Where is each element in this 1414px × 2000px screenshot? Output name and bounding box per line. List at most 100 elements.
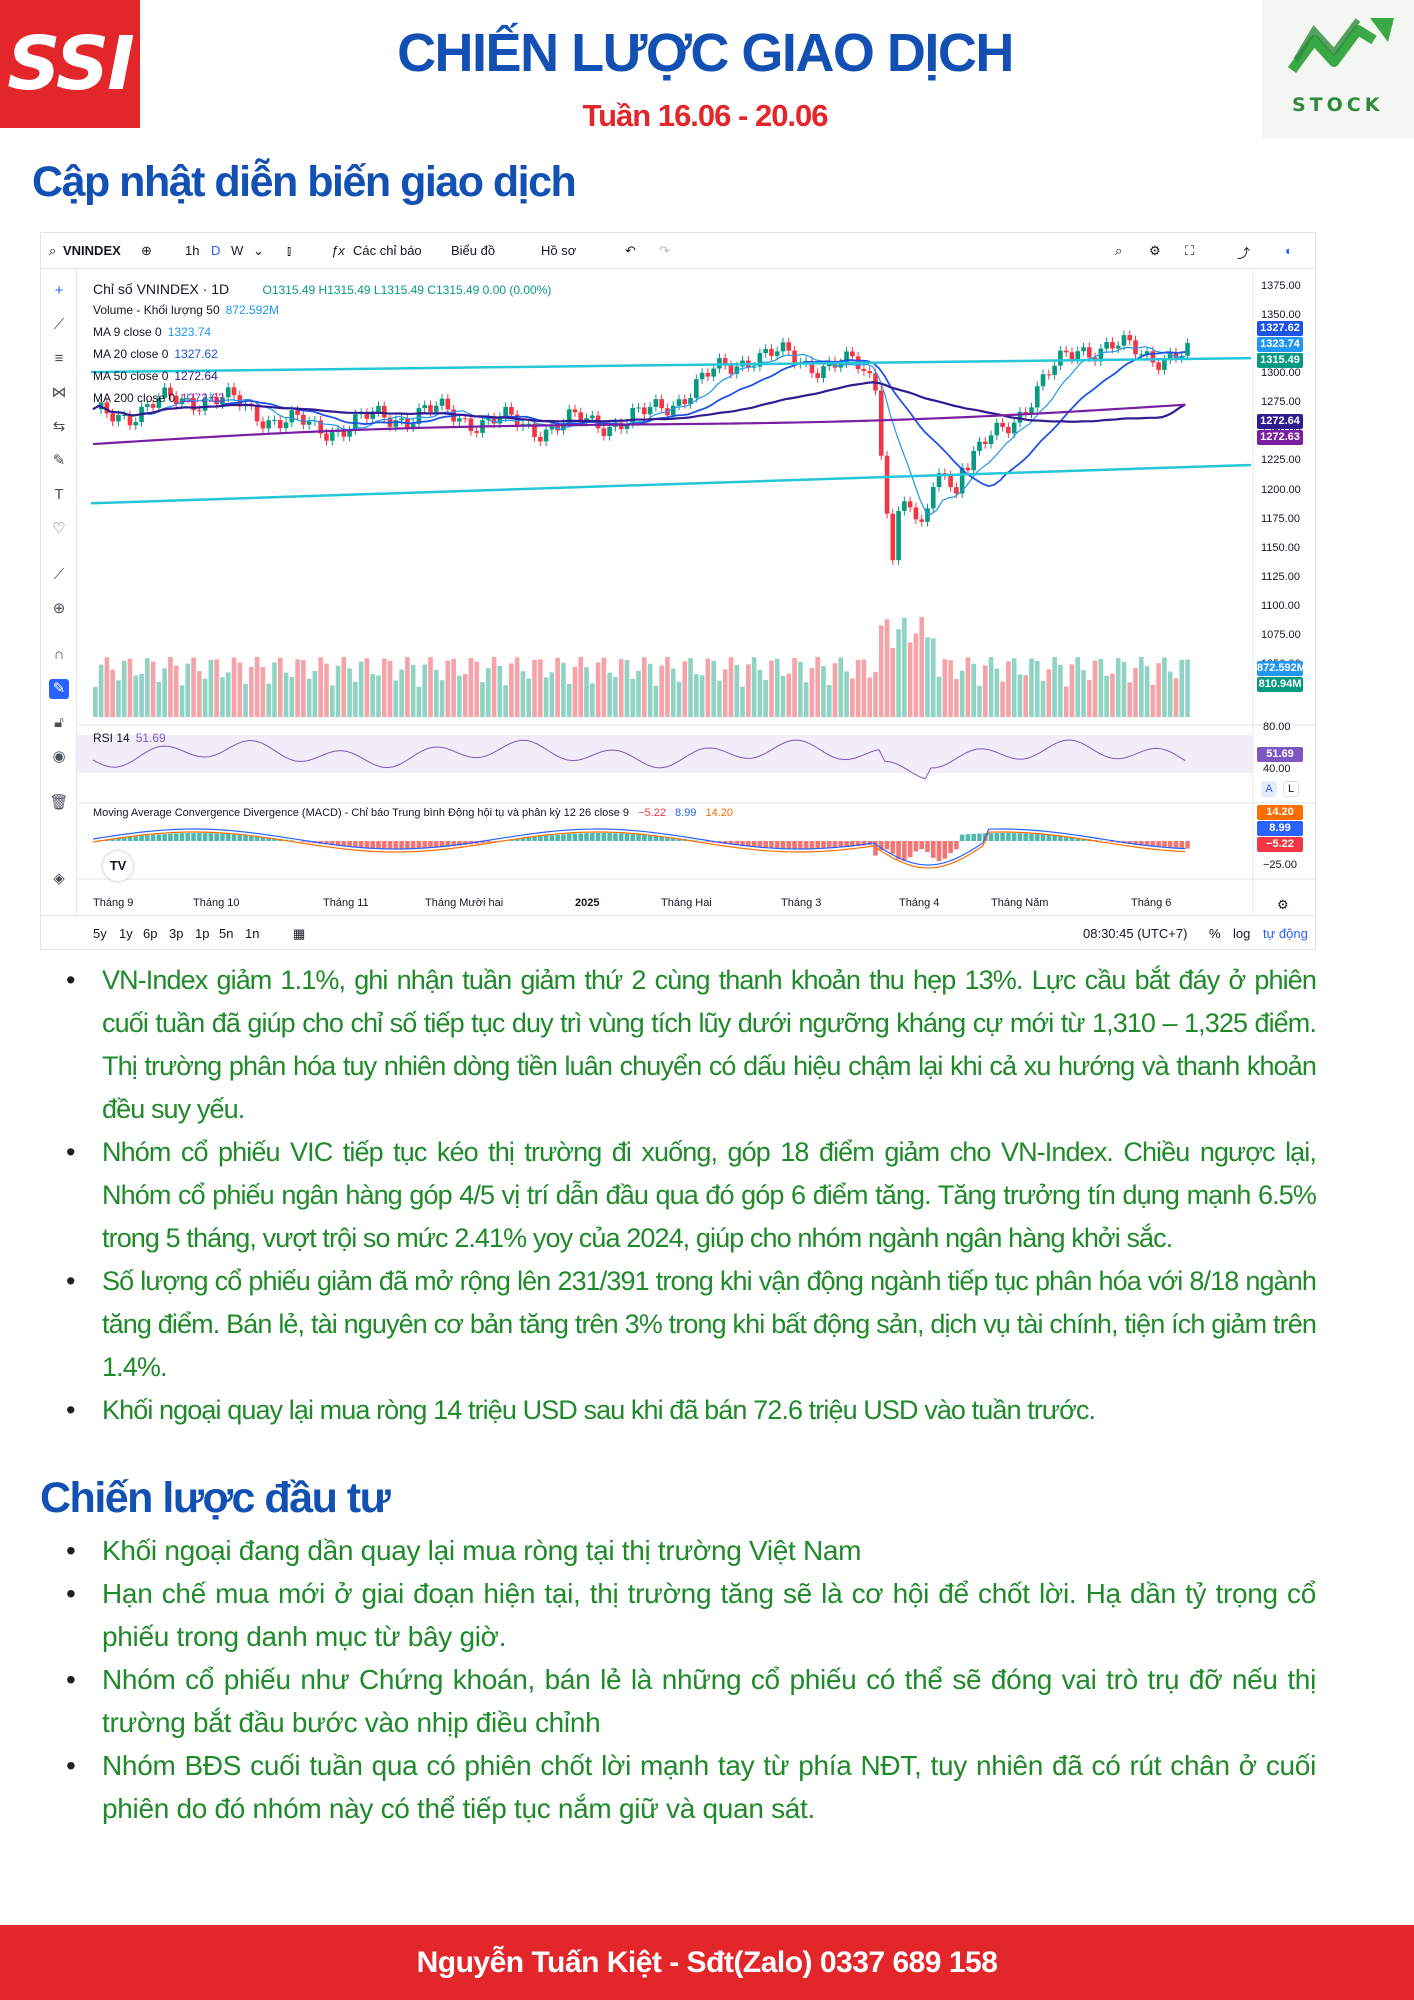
macd-hist-bar <box>283 839 289 841</box>
legend-ma200: MA 200 close 0 1272.63 <box>93 391 225 405</box>
trash-icon[interactable]: 🗑︎ <box>49 794 69 811</box>
share-icon[interactable]: ⤴ <box>1237 246 1251 261</box>
log-scale-l[interactable]: L <box>1283 781 1299 797</box>
symbol-search[interactable]: VNINDEX <box>63 243 121 258</box>
candle-type-icon[interactable]: ⫾ <box>287 243 292 258</box>
macd-hist-bar <box>722 841 728 845</box>
candle <box>867 371 873 374</box>
candle <box>474 431 480 433</box>
month-tick-label: Tháng Hai <box>661 897 712 909</box>
month-tick-label: Tháng 4 <box>899 897 940 909</box>
timeframe-d[interactable]: D <box>211 243 221 258</box>
macd-hist-bar <box>566 833 572 841</box>
macd-hist-bar <box>838 841 844 848</box>
macd-hist-bar <box>416 841 422 849</box>
candle <box>410 423 416 428</box>
measure-icon[interactable]: ⇆ <box>52 418 66 435</box>
range-1y[interactable]: 1y <box>119 926 133 941</box>
candle <box>659 399 664 409</box>
macd-hist-bar <box>1075 837 1081 841</box>
candle <box>1167 352 1173 360</box>
candle <box>595 415 601 429</box>
candle <box>1115 345 1121 349</box>
candle <box>636 407 641 409</box>
macd-hist-bar <box>1115 841 1121 843</box>
ma200-line <box>92 403 1186 446</box>
volume-bar <box>792 658 797 717</box>
legend-volume: Volume - Khối lượng 50 872.592M <box>93 303 280 317</box>
range-1p[interactable]: 1p <box>195 926 210 941</box>
volume-bar <box>306 678 312 717</box>
macd-hist-bar <box>433 841 439 848</box>
trend-line-icon[interactable]: ⟋ <box>53 316 65 333</box>
range-6p[interactable]: 6p <box>143 926 158 941</box>
macd-hist-bar <box>110 838 115 841</box>
gear-icon[interactable]: ⚙ <box>1149 243 1161 258</box>
zoom-icon[interactable]: ⊕ <box>52 600 66 617</box>
volume-bar <box>318 657 324 717</box>
volume-bar <box>1162 657 1167 717</box>
indicators-button[interactable]: Các chỉ báo <box>353 243 422 258</box>
month-tick-label: Tháng 11 <box>323 897 369 909</box>
heart-icon[interactable]: ♡ <box>52 520 66 537</box>
calendar-icon[interactable]: ▦ <box>293 926 306 941</box>
macd-hist-bar <box>1162 841 1167 848</box>
redo-icon[interactable]: ↷ <box>659 243 670 258</box>
volume-bar <box>676 681 682 717</box>
macd-hist-bar <box>1029 833 1034 841</box>
candle <box>439 398 445 406</box>
clock-time[interactable]: 08:30:45 (UTC+7) <box>1083 926 1188 941</box>
text-icon[interactable]: T <box>54 486 64 503</box>
volume-bar <box>665 657 670 717</box>
volume-bar <box>670 668 676 717</box>
fib-icon[interactable]: ≡ <box>54 350 64 367</box>
range-5n[interactable]: 5n <box>219 926 234 941</box>
brush-icon[interactable]: ✎ <box>52 452 66 469</box>
chart-button[interactable]: Biểu đồ <box>451 243 496 258</box>
undo-icon[interactable]: ↶ <box>625 243 636 258</box>
macd-hist-bar <box>1006 833 1011 841</box>
search-icon[interactable]: ⌕ <box>49 243 57 258</box>
range-3p[interactable]: 3p <box>169 926 184 941</box>
ruler-icon[interactable]: ⟋ <box>53 566 65 583</box>
candle <box>1110 342 1115 349</box>
trading-chart[interactable]: ⌕ VNINDEX ⊕ 1h D W ⌄ ⫾ ƒx Các chỉ báo Bi… <box>40 232 1317 950</box>
candle <box>676 399 682 406</box>
candle <box>572 409 578 413</box>
quick-search-icon[interactable]: ⌕ <box>1115 243 1123 258</box>
percent-toggle[interactable]: % <box>1209 926 1221 941</box>
range-1n[interactable]: 1n <box>245 926 260 941</box>
auto-toggle[interactable]: tự động <box>1263 926 1308 941</box>
candle <box>844 351 849 364</box>
lock-icon[interactable]: 🔓︎ <box>54 714 64 731</box>
pattern-icon[interactable]: ⋈ <box>51 384 67 401</box>
timeframe-w[interactable]: W <box>231 243 244 258</box>
candle <box>584 418 589 422</box>
log-toggle[interactable]: log <box>1233 926 1251 941</box>
candle <box>289 410 295 423</box>
lock-draw-icon[interactable]: ✎ <box>49 679 69 699</box>
profile-button[interactable]: Hồ sơ <box>541 243 577 258</box>
candle <box>433 405 439 412</box>
eye-icon[interactable]: ◉ <box>52 748 66 765</box>
candle <box>1092 357 1098 362</box>
crosshair-icon[interactable]: + <box>54 282 64 299</box>
volume-bar <box>636 670 641 717</box>
candle <box>763 348 768 354</box>
macd-hist-bar <box>636 834 641 841</box>
volume-bar <box>925 637 930 717</box>
candle <box>485 417 491 421</box>
candle <box>301 414 306 425</box>
section-heading-update: Cập nhật diễn biến giao dịch <box>32 158 577 206</box>
tradingview-logo[interactable]: TV <box>103 851 133 881</box>
magnet-icon[interactable]: ∩ <box>53 646 65 663</box>
layers-icon[interactable]: ◈ <box>53 870 65 887</box>
fullscreen-icon[interactable]: ⛶ <box>1185 243 1195 258</box>
auto-scale-a[interactable]: A <box>1261 781 1277 797</box>
range-5y[interactable]: 5y <box>93 926 107 941</box>
chevron-down-icon[interactable]: ⌄ <box>253 243 264 258</box>
settings-axis-icon[interactable]: ⚙ <box>1277 897 1289 912</box>
timeframe-1h[interactable]: 1h <box>185 243 200 258</box>
compare-add-icon[interactable]: ⊕ <box>141 243 152 258</box>
brand-icon[interactable]: ◐ <box>1285 243 1293 258</box>
